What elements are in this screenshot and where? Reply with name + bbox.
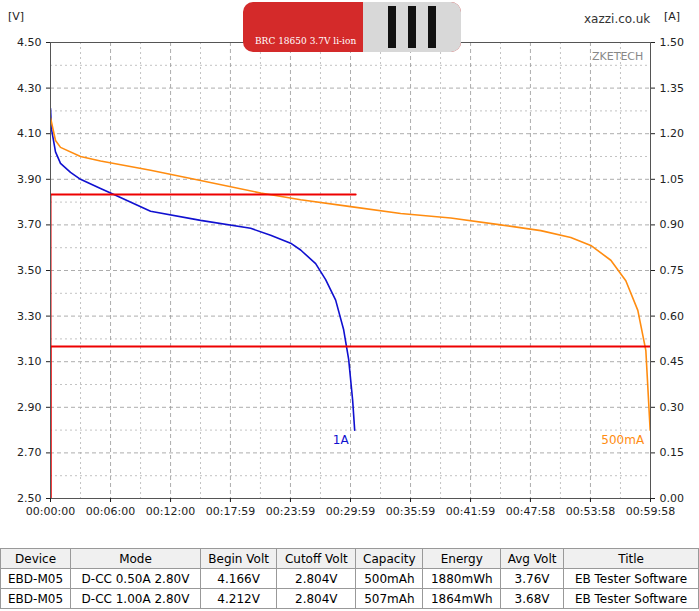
html-text:Mode: Mode [119, 551, 152, 566]
svg-text:4.10: 4.10 [17, 127, 42, 140]
svg-text:00:59:58: 00:59:58 [626, 505, 675, 518]
html-text:EB Tester Software: EB Tester Software [574, 591, 688, 606]
svg-text:00:41:59: 00:41:59 [446, 505, 495, 518]
svg-text:2.70: 2.70 [17, 446, 42, 459]
html-text:EBD-M05: EBD-M05 [8, 571, 63, 586]
html-text:Title: Title [618, 551, 644, 566]
svg-text:00:23:59: 00:23:59 [266, 505, 315, 518]
svg-text:00:53:58: 00:53:58 [566, 505, 615, 518]
html-text:1864mWh: 1864mWh [430, 591, 493, 606]
svg-text:2.50: 2.50 [17, 492, 42, 505]
html-text:[V]: [V] [8, 10, 25, 23]
svg-text:4.30: 4.30 [17, 82, 42, 95]
html-text:EBD-M05: EBD-M05 [8, 591, 63, 606]
svg-text:3.70: 3.70 [17, 218, 42, 231]
svg-text:0.15: 0.15 [660, 446, 685, 459]
html-text:BRC 18650 3.7V li-ion: BRC 18650 3.7V li-ion [255, 36, 357, 46]
svg-text:00:35:59: 00:35:59 [386, 505, 435, 518]
html-text:[A]: [A] [664, 10, 681, 23]
html-text:D-CC 1.00A 2.80V: D-CC 1.00A 2.80V [81, 591, 190, 606]
html-text:Energy: Energy [440, 551, 483, 566]
html-text:1880mWh: 1880mWh [430, 571, 493, 586]
html-text:2.804V: 2.804V [295, 591, 338, 606]
svg-text:00:29:59: 00:29:59 [326, 505, 375, 518]
html-text:3.76V: 3.76V [514, 571, 550, 586]
svg-text:2.90: 2.90 [17, 401, 42, 414]
svg-text:4.50: 4.50 [17, 36, 42, 49]
svg-text:0.45: 0.45 [660, 355, 685, 368]
html-text:4.166V: 4.166V [217, 571, 260, 586]
svg-text:00:17:59: 00:17:59 [206, 505, 255, 518]
html-text:ZKETECH: ZKETECH [592, 50, 644, 63]
html-text:Capacity: Capacity [363, 551, 416, 566]
svg-text:1.20: 1.20 [660, 127, 685, 140]
svg-text:500mA: 500mA [601, 433, 645, 447]
html-text:2.804V: 2.804V [295, 571, 338, 586]
svg-text:00:47:58: 00:47:58 [506, 505, 555, 518]
html-text:D-CC 0.50A 2.80V: D-CC 0.50A 2.80V [81, 571, 190, 586]
svg-text:1.05: 1.05 [660, 173, 685, 186]
svg-text:3.50: 3.50 [17, 264, 42, 277]
svg-text:00:00:00: 00:00:00 [26, 505, 75, 518]
svg-text:00:12:00: 00:12:00 [146, 505, 195, 518]
svg-text:3.90: 3.90 [17, 173, 42, 186]
svg-text:3.10: 3.10 [17, 355, 42, 368]
html-text:Device: Device [15, 551, 57, 566]
svg-text:0.75: 0.75 [660, 264, 685, 277]
html-text:500mAh: 500mAh [364, 571, 415, 586]
svg-text:1.50: 1.50 [660, 36, 685, 49]
html-text:Avg Volt: Avg Volt [507, 551, 557, 566]
svg-text:3.30: 3.30 [17, 310, 42, 323]
html-text:xazzi.co.uk: xazzi.co.uk [584, 12, 651, 26]
html-text:507mAh: 507mAh [364, 591, 415, 606]
svg-text:0.90: 0.90 [660, 218, 685, 231]
html-text:3.68V: 3.68V [514, 591, 550, 606]
svg-text:0.30: 0.30 [660, 401, 685, 414]
html-text:EB Tester Software: EB Tester Software [574, 571, 688, 586]
svg-text:0.60: 0.60 [660, 310, 685, 323]
html-text:Begin Volt: Begin Volt [208, 551, 269, 566]
html-text:Cutoff Volt: Cutoff Volt [284, 551, 348, 566]
svg-text:1.35: 1.35 [660, 82, 685, 95]
svg-text:0.00: 0.00 [660, 492, 685, 505]
html-text:4.212V: 4.212V [217, 591, 260, 606]
svg-text:00:06:00: 00:06:00 [86, 505, 135, 518]
svg-text:1A: 1A [333, 433, 350, 447]
